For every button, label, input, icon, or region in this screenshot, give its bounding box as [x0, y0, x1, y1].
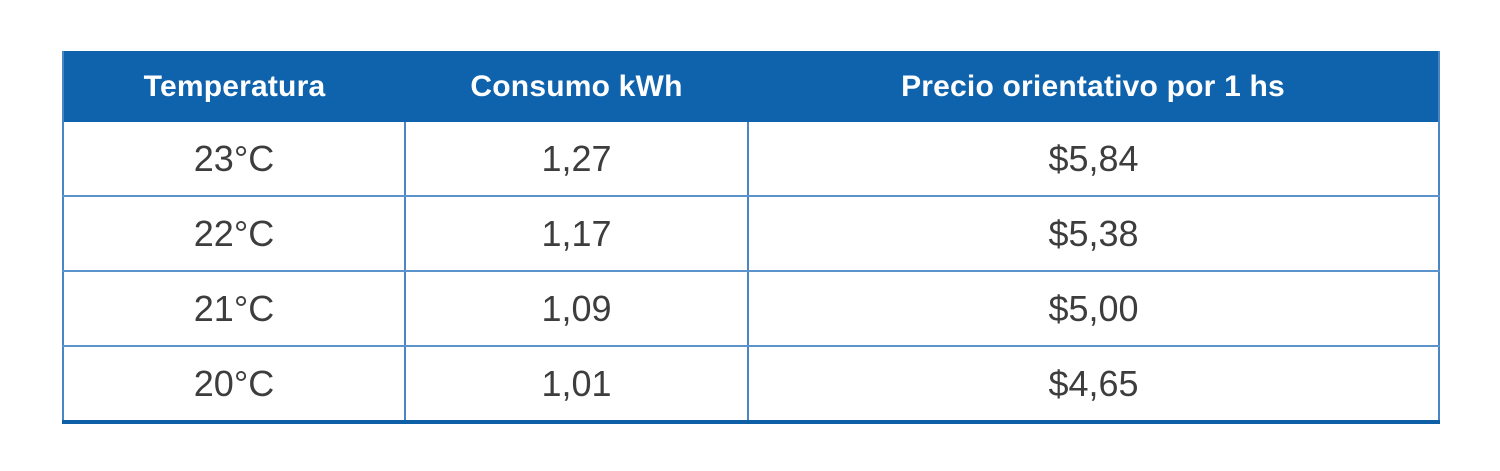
cell-temperatura: 21°C [63, 270, 406, 347]
cell-precio: $4,65 [747, 345, 1439, 422]
column-header-consumo-kwh: Consumo kWh [405, 51, 748, 122]
table-row: 23°C 1,27 $5,84 [63, 122, 1439, 197]
table-row: 21°C 1,09 $5,00 [63, 270, 1439, 347]
cell-consumo-kwh: 1,27 [404, 122, 749, 197]
cell-temperatura: 22°C [63, 195, 406, 272]
energy-consumption-table: Temperatura Consumo kWh Precio orientati… [62, 51, 1440, 424]
cell-precio: $5,00 [747, 270, 1439, 347]
table-row: 22°C 1,17 $5,38 [63, 195, 1439, 272]
column-header-precio-orientativo: Precio orientativo por 1 hs [748, 51, 1439, 122]
cell-consumo-kwh: 1,17 [404, 195, 749, 272]
cell-temperatura: 23°C [63, 122, 406, 197]
column-header-temperatura: Temperatura [63, 51, 405, 122]
table-header-row: Temperatura Consumo kWh Precio orientati… [63, 51, 1439, 122]
cell-consumo-kwh: 1,01 [404, 345, 749, 422]
cell-consumo-kwh: 1,09 [404, 270, 749, 347]
cell-precio: $5,84 [747, 122, 1439, 197]
table-row: 20°C 1,01 $4,65 [63, 345, 1439, 422]
cell-temperatura: 20°C [63, 345, 406, 422]
cell-precio: $5,38 [747, 195, 1439, 272]
